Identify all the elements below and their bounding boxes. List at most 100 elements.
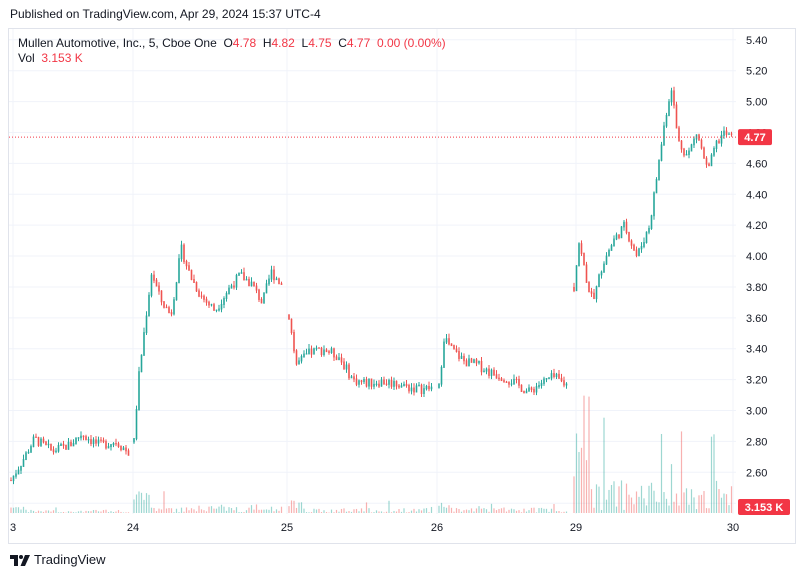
y-tick-label: 4.00 [746, 251, 767, 263]
volume-bar [420, 510, 423, 513]
volume-bar [703, 491, 705, 513]
volume-bar [655, 501, 658, 513]
volume-bar [563, 511, 565, 513]
volume-bar [148, 494, 150, 513]
volume-bar [625, 483, 628, 513]
volume-bar [115, 511, 117, 513]
volume-bar [155, 511, 158, 513]
volume-bar [495, 510, 498, 513]
volume-bar [408, 512, 410, 513]
volume-bar [20, 509, 22, 513]
legend-high-value: 4.82 [271, 36, 295, 50]
footer-brand: TradingView [34, 552, 106, 567]
volume-bar [223, 506, 225, 513]
tradingview-footer[interactable]: TradingView [10, 552, 106, 567]
volume-bar [675, 493, 678, 513]
volume-bar [195, 511, 198, 513]
volume-bar [75, 512, 77, 513]
volume-bar [443, 506, 445, 513]
volume-bar [270, 506, 273, 513]
volume-bar [460, 511, 463, 513]
volume-bar [378, 511, 380, 513]
volume-bar [345, 511, 348, 513]
volume-bar [585, 460, 588, 513]
volume-bar [258, 509, 260, 513]
volume-bar [418, 509, 420, 513]
volume-bar [690, 489, 693, 513]
volume-bar [268, 509, 270, 513]
volume-bar [468, 510, 470, 513]
volume-bar [87, 511, 90, 513]
volume-bar [608, 489, 610, 513]
legend-close-label: C [338, 36, 347, 50]
volume-bar [175, 508, 178, 513]
volume-bar [308, 512, 310, 513]
volume-bar [698, 495, 700, 513]
volume-bar [233, 510, 235, 513]
volume-bar [32, 510, 35, 513]
volume-bar [385, 511, 388, 513]
volume-bar [340, 508, 343, 513]
volume-bar [358, 511, 360, 513]
volume-bar [423, 508, 425, 513]
volume-bar [158, 508, 160, 513]
volume-bar [725, 494, 728, 513]
legend-change-value: 0.00 (0.00%) [376, 36, 446, 50]
volume-bar [313, 508, 315, 513]
volume-bar [62, 512, 65, 513]
last-price-badge [738, 129, 772, 146]
volume-bar [323, 510, 325, 513]
legend-open-value: 4.78 [232, 36, 257, 50]
volume-bar [205, 511, 208, 513]
volume-bar [70, 511, 72, 513]
volume-bar [17, 507, 20, 513]
volume-bar [97, 511, 100, 513]
volume-bar [438, 505, 440, 513]
volume-bar [653, 490, 655, 513]
volume-bar [413, 508, 415, 513]
volume-bar [27, 512, 30, 513]
y-tick-label: 2.80 [746, 436, 767, 448]
volume-bar [180, 507, 183, 513]
volume-bar [112, 512, 115, 513]
volume-bar [102, 510, 105, 513]
volume-bar [705, 508, 708, 513]
y-tick-label: 4.20 [746, 220, 767, 232]
volume-bar [295, 507, 298, 513]
volume-bar [520, 512, 523, 513]
volume-bar [293, 500, 295, 513]
volume-bar [395, 511, 398, 513]
x-tick-label: 29 [570, 522, 582, 534]
volume-bar [117, 510, 120, 513]
volume-bar [553, 504, 555, 513]
volume-bar [380, 511, 383, 513]
volume-bar [633, 504, 635, 513]
volume-bar [455, 508, 458, 513]
volume-bar [403, 508, 405, 513]
volume-bar [515, 510, 518, 513]
volume-bar [640, 485, 643, 513]
volume-bar [165, 508, 168, 513]
volume-bar [243, 512, 245, 513]
volume-bar [185, 507, 188, 513]
volume-bar [213, 508, 215, 513]
volume-bar [595, 484, 598, 513]
volume-bar [198, 505, 200, 513]
volume-bar [140, 492, 143, 513]
volume-bar [52, 510, 55, 513]
volume-bar [350, 511, 353, 513]
volume-bar [218, 506, 220, 513]
volume-bar [173, 512, 175, 513]
volume-bar [678, 505, 680, 513]
volume-bar [178, 512, 180, 513]
chart-frame [8, 28, 796, 544]
volume-bar [90, 511, 92, 513]
volume-bar [15, 507, 17, 513]
volume-bar [37, 510, 40, 513]
volume-bar [593, 507, 595, 513]
volume-bar [400, 511, 403, 513]
volume-bar [635, 491, 638, 513]
volume-bar [40, 511, 42, 513]
volume-bar [225, 510, 228, 513]
